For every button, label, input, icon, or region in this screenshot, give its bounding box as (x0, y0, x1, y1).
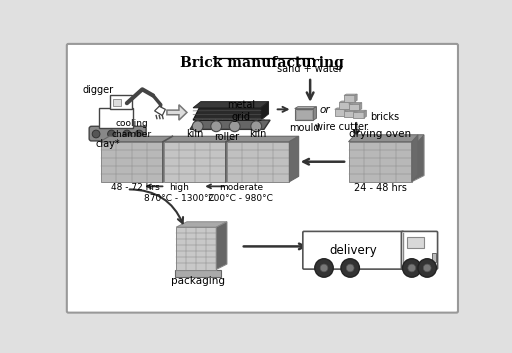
Polygon shape (346, 108, 348, 115)
Circle shape (341, 259, 359, 277)
Bar (344, 96, 355, 102)
Circle shape (123, 130, 131, 138)
Circle shape (418, 259, 436, 277)
Bar (227, 142, 289, 182)
Circle shape (193, 121, 203, 132)
Bar (335, 109, 346, 115)
Polygon shape (335, 108, 348, 109)
Text: clay*: clay* (95, 139, 120, 149)
Text: digger: digger (82, 85, 113, 96)
Text: bricks: bricks (370, 112, 399, 122)
Bar (349, 104, 359, 110)
Text: 48 - 72 hrs: 48 - 72 hrs (112, 183, 160, 192)
Bar (407, 237, 424, 248)
FancyBboxPatch shape (67, 44, 458, 313)
Polygon shape (359, 103, 362, 110)
Polygon shape (349, 136, 424, 142)
Polygon shape (349, 135, 424, 142)
Polygon shape (350, 101, 352, 109)
Bar (99, 108, 133, 128)
Circle shape (408, 264, 416, 272)
Bar (295, 109, 313, 120)
Text: Brick manufacturing: Brick manufacturing (180, 56, 345, 70)
Bar (110, 96, 132, 109)
Polygon shape (176, 222, 227, 227)
Text: moderate
200°C - 980°C: moderate 200°C - 980°C (208, 183, 273, 203)
Text: or: or (319, 105, 330, 115)
Bar (432, 252, 436, 262)
Circle shape (315, 259, 333, 277)
Text: kiln: kiln (249, 128, 266, 139)
Circle shape (251, 121, 262, 132)
Polygon shape (344, 94, 357, 96)
Polygon shape (355, 109, 357, 117)
Polygon shape (155, 106, 165, 115)
Text: 24 - 48 hrs: 24 - 48 hrs (354, 183, 407, 193)
Polygon shape (412, 135, 418, 182)
Text: wire cutter: wire cutter (315, 122, 368, 132)
Text: high
870°C - 1300°C: high 870°C - 1300°C (144, 183, 215, 203)
FancyBboxPatch shape (401, 232, 438, 269)
Circle shape (92, 130, 100, 138)
Polygon shape (344, 109, 357, 111)
Bar (339, 102, 350, 109)
Circle shape (108, 130, 115, 138)
Bar (296, 110, 312, 119)
Bar (353, 112, 364, 118)
Polygon shape (100, 136, 298, 142)
Polygon shape (353, 110, 367, 112)
Polygon shape (289, 136, 298, 182)
Polygon shape (313, 107, 316, 120)
Text: cooling
chamber: cooling chamber (112, 119, 152, 139)
Bar (164, 142, 225, 182)
Text: mould: mould (289, 123, 319, 133)
Polygon shape (349, 103, 362, 104)
Polygon shape (193, 108, 267, 120)
Polygon shape (339, 101, 352, 102)
FancyBboxPatch shape (303, 232, 403, 269)
Polygon shape (216, 222, 227, 269)
Text: sand + water: sand + water (278, 64, 343, 74)
Polygon shape (190, 120, 270, 129)
Circle shape (135, 130, 143, 138)
Circle shape (346, 264, 354, 272)
Bar (113, 98, 121, 106)
Text: delivery: delivery (329, 244, 377, 257)
Polygon shape (412, 136, 424, 182)
Bar (101, 142, 162, 182)
Text: metal
grid: metal grid (227, 100, 255, 122)
Polygon shape (355, 94, 357, 102)
Circle shape (423, 264, 431, 272)
Bar (344, 111, 355, 117)
Polygon shape (167, 105, 187, 120)
Polygon shape (364, 110, 367, 118)
Bar (175, 270, 221, 277)
Bar (349, 142, 412, 182)
Text: kiln: kiln (186, 128, 203, 139)
Polygon shape (295, 107, 316, 109)
Circle shape (320, 264, 328, 272)
Circle shape (402, 259, 421, 277)
Text: packaging: packaging (170, 276, 225, 286)
Bar (176, 227, 216, 269)
Polygon shape (261, 102, 269, 120)
Text: roller: roller (215, 132, 240, 143)
Polygon shape (193, 102, 269, 108)
Circle shape (211, 121, 222, 132)
Text: drying oven: drying oven (349, 128, 411, 139)
FancyBboxPatch shape (89, 126, 146, 141)
Circle shape (229, 121, 240, 132)
